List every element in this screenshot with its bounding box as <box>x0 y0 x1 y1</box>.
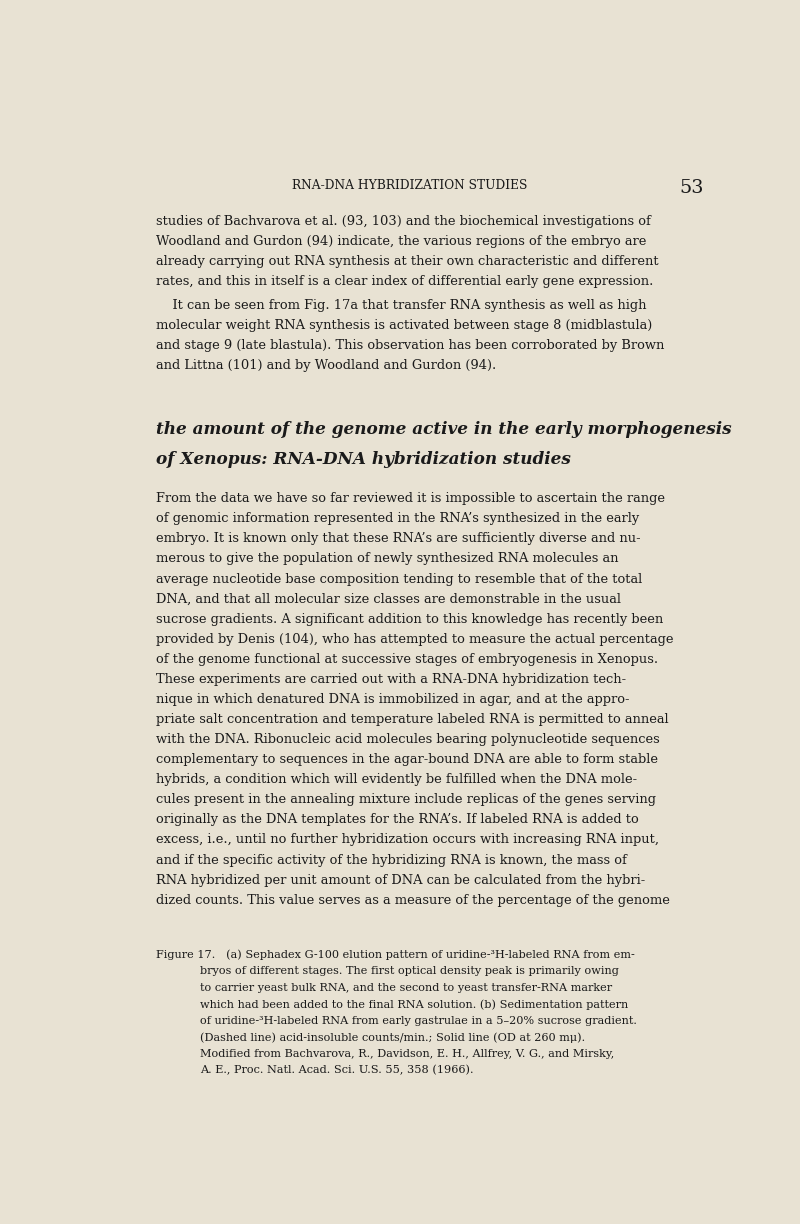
Text: Figure 17.   (a) Sephadex G-100 elution pattern of uridine-³H-labeled RNA from e: Figure 17. (a) Sephadex G-100 elution pa… <box>156 950 634 960</box>
Text: sucrose gradients. A significant addition to this knowledge has recently been: sucrose gradients. A significant additio… <box>156 613 663 625</box>
Text: of the genome functional at successive stages of embryogenesis in Xenopus.: of the genome functional at successive s… <box>156 652 658 666</box>
Text: of genomic information represented in the RNA’s synthesized in the early: of genomic information represented in th… <box>156 513 639 525</box>
Text: cules present in the annealing mixture include replicas of the genes serving: cules present in the annealing mixture i… <box>156 793 656 807</box>
Text: These experiments are carried out with a RNA-DNA hybridization tech-: These experiments are carried out with a… <box>156 673 626 685</box>
Text: hybrids, a condition which will evidently be fulfilled when the DNA mole-: hybrids, a condition which will evidentl… <box>156 774 637 786</box>
Text: provided by Denis (104), who has attempted to measure the actual percentage: provided by Denis (104), who has attempt… <box>156 633 674 646</box>
Text: which had been added to the final RNA solution. (b) Sedimentation pattern: which had been added to the final RNA so… <box>201 999 629 1010</box>
Text: 53: 53 <box>680 179 704 197</box>
Text: nique in which denatured DNA is immobilized in agar, and at the appro-: nique in which denatured DNA is immobili… <box>156 693 630 706</box>
Text: and stage 9 (late blastula). This observation has been corroborated by Brown: and stage 9 (late blastula). This observ… <box>156 339 664 353</box>
Text: average nucleotide base composition tending to resemble that of the total: average nucleotide base composition tend… <box>156 573 642 585</box>
Text: and Littna (101) and by Woodland and Gurdon (94).: and Littna (101) and by Woodland and Gur… <box>156 359 496 372</box>
Text: already carrying out RNA synthesis at their own characteristic and different: already carrying out RNA synthesis at th… <box>156 255 658 268</box>
Text: complementary to sequences in the agar-bound DNA are able to form stable: complementary to sequences in the agar-b… <box>156 753 658 766</box>
Text: of uridine-³H-labeled RNA from early gastrulae in a 5–20% sucrose gradient.: of uridine-³H-labeled RNA from early gas… <box>201 1016 638 1026</box>
Text: excess, i.e., until no further hybridization occurs with increasing RNA input,: excess, i.e., until no further hybridiza… <box>156 834 659 847</box>
Text: studies of Bachvarova et al. (93, 103) and the biochemical investigations of: studies of Bachvarova et al. (93, 103) a… <box>156 214 650 228</box>
Text: bryos of different stages. The first optical density peak is primarily owing: bryos of different stages. The first opt… <box>201 966 619 976</box>
Text: RNA hybridized per unit amount of DNA can be calculated from the hybri-: RNA hybridized per unit amount of DNA ca… <box>156 874 645 886</box>
Text: embryo. It is known only that these RNA’s are sufficiently diverse and nu-: embryo. It is known only that these RNA’… <box>156 532 641 546</box>
Text: Woodland and Gurdon (94) indicate, the various regions of the embryo are: Woodland and Gurdon (94) indicate, the v… <box>156 235 646 247</box>
Text: of Xenopus: RNA-DNA hybridization studies: of Xenopus: RNA-DNA hybridization studie… <box>156 450 570 468</box>
Text: merous to give the population of newly synthesized RNA molecules an: merous to give the population of newly s… <box>156 552 618 565</box>
Text: dized counts. This value serves as a measure of the percentage of the genome: dized counts. This value serves as a mea… <box>156 894 670 907</box>
Text: Modified from Bachvarova, R., Davidson, E. H., Allfrey, V. G., and Mirsky,: Modified from Bachvarova, R., Davidson, … <box>201 1049 614 1059</box>
Text: to carrier yeast bulk RNA, and the second to yeast transfer-RNA marker: to carrier yeast bulk RNA, and the secon… <box>201 983 613 993</box>
Text: DNA, and that all molecular size classes are demonstrable in the usual: DNA, and that all molecular size classes… <box>156 592 621 606</box>
Text: From the data we have so far reviewed it is impossible to ascertain the range: From the data we have so far reviewed it… <box>156 492 665 506</box>
Text: originally as the DNA templates for the RNA’s. If labeled RNA is added to: originally as the DNA templates for the … <box>156 814 638 826</box>
Text: with the DNA. Ribonucleic acid molecules bearing polynucleotide sequences: with the DNA. Ribonucleic acid molecules… <box>156 733 659 747</box>
Text: molecular weight RNA synthesis is activated between stage 8 (midblastula): molecular weight RNA synthesis is activa… <box>156 319 652 332</box>
Text: It can be seen from Fig. 17a that transfer RNA synthesis as well as high: It can be seen from Fig. 17a that transf… <box>156 299 646 312</box>
Text: (Dashed line) acid-insoluble counts/min.; Solid line (OD at 260 mμ).: (Dashed line) acid-insoluble counts/min.… <box>201 1032 586 1043</box>
Text: A. E., Proc. Natl. Acad. Sci. U.S. 55, 358 (1966).: A. E., Proc. Natl. Acad. Sci. U.S. 55, 3… <box>201 1065 474 1076</box>
Text: RNA-DNA HYBRIDIZATION STUDIES: RNA-DNA HYBRIDIZATION STUDIES <box>292 179 528 192</box>
Text: and if the specific activity of the hybridizing RNA is known, the mass of: and if the specific activity of the hybr… <box>156 853 626 867</box>
Text: the amount of the genome active in the early morphogenesis: the amount of the genome active in the e… <box>156 421 731 437</box>
Text: priate salt concentration and temperature labeled RNA is permitted to anneal: priate salt concentration and temperatur… <box>156 714 669 726</box>
Text: rates, and this in itself is a clear index of differential early gene expression: rates, and this in itself is a clear ind… <box>156 275 653 288</box>
